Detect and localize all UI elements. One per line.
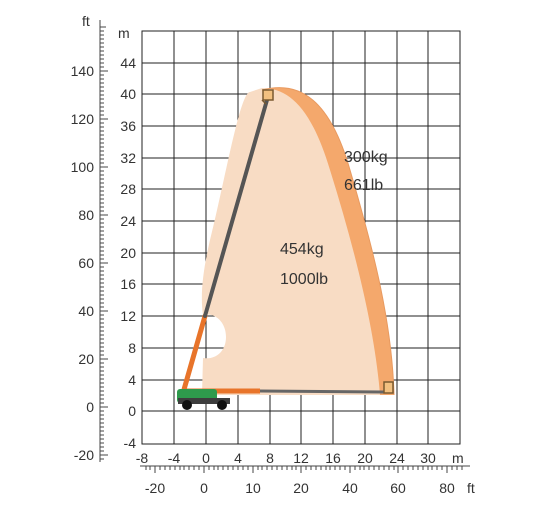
- x-m-tick: 24: [389, 450, 405, 466]
- y-ft-tick: 140: [71, 63, 95, 79]
- boom-upper-section: [203, 98, 269, 318]
- x-axis-m-ticks: -8 -4 0 4 8 12 16 20 24 30: [136, 450, 436, 466]
- y-m-tick: 12: [120, 308, 136, 324]
- x-m-tick: 30: [420, 450, 436, 466]
- y-m-tick: 0: [128, 403, 136, 419]
- x-m-tick: -4: [168, 450, 181, 466]
- x-m-tick: 16: [325, 450, 341, 466]
- y-ft-tick: 60: [78, 255, 94, 271]
- y-m-tick: 4: [128, 372, 136, 388]
- ft-ruler-bottom: [140, 465, 470, 473]
- x-ft-tick: 40: [342, 480, 358, 496]
- y-ft-tick: 120: [71, 111, 95, 127]
- wheel-rear: [217, 400, 227, 410]
- y-ft-tick: 20: [78, 351, 94, 367]
- zone-1000lb-label: 1000lb: [280, 271, 328, 288]
- y-ft-tick: 0: [86, 399, 94, 415]
- zone-661lb-label: 661lb: [344, 177, 383, 194]
- unit-m-bottom: m: [452, 450, 464, 466]
- x-ft-tick: 10: [245, 480, 261, 496]
- y-ft-tick: 80: [78, 207, 94, 223]
- platform-basket-top: [261, 89, 274, 105]
- zone-454kg-label: 454kg: [280, 241, 324, 258]
- x-m-tick: -8: [136, 450, 149, 466]
- x-m-tick: 8: [266, 450, 274, 466]
- y-m-tick: 28: [120, 181, 136, 197]
- ft-ruler-left: [99, 20, 108, 462]
- y-m-tick: 36: [120, 118, 136, 134]
- unit-ft-left: ft: [82, 13, 90, 29]
- y-axis-ft-ticks: 140 120 100 80 60 40 20 0 -20: [71, 63, 95, 463]
- y-m-tick: -4: [124, 435, 137, 451]
- x-m-tick: 0: [202, 450, 210, 466]
- x-ft-tick: 0: [200, 480, 208, 496]
- x-m-tick: 12: [293, 450, 309, 466]
- wheel-front: [182, 400, 192, 410]
- y-m-tick: 8: [128, 340, 136, 356]
- envelope-outline: [261, 87, 395, 396]
- x-ft-tick: 60: [390, 480, 406, 496]
- y-m-tick: 20: [120, 245, 136, 261]
- y-m-tick: 40: [120, 86, 136, 102]
- zone-300kg-label: 300kg: [344, 149, 388, 166]
- y-axis-m-ticks: 44 40 36 32 28 24 20 16 12 8 4 0 -4: [120, 55, 136, 451]
- boom-lower-section: [180, 313, 208, 396]
- unit-m-left: m: [118, 25, 130, 41]
- x-ft-tick: -20: [145, 480, 165, 496]
- boom-horizontal-upper: [259, 389, 386, 394]
- platform-basket-side: [383, 381, 394, 394]
- y-m-tick: 44: [120, 55, 136, 71]
- x-ft-tick: 20: [293, 480, 309, 496]
- x-m-tick: 20: [357, 450, 373, 466]
- y-ft-tick: -20: [74, 447, 94, 463]
- y-ft-tick: 100: [71, 159, 95, 175]
- x-ft-tick: 80: [439, 480, 455, 496]
- y-m-tick: 16: [120, 276, 136, 292]
- x-m-tick: 4: [234, 450, 242, 466]
- y-ft-tick: 40: [78, 303, 94, 319]
- x-axis-ft-ticks: -20 0 10 20 40 60 80: [145, 480, 455, 496]
- y-m-tick: 24: [120, 213, 136, 229]
- lift-chassis: [177, 389, 230, 410]
- y-m-tick: 32: [120, 150, 136, 166]
- unit-ft-bottom: ft: [467, 480, 475, 496]
